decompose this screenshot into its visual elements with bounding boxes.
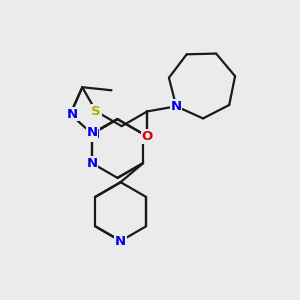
- Text: N: N: [67, 108, 78, 121]
- Text: N: N: [115, 235, 126, 248]
- Text: S: S: [92, 105, 101, 118]
- Text: N: N: [171, 100, 182, 113]
- Text: O: O: [142, 130, 153, 143]
- Text: N: N: [88, 128, 99, 141]
- Text: N: N: [86, 157, 98, 170]
- Text: N: N: [86, 126, 98, 139]
